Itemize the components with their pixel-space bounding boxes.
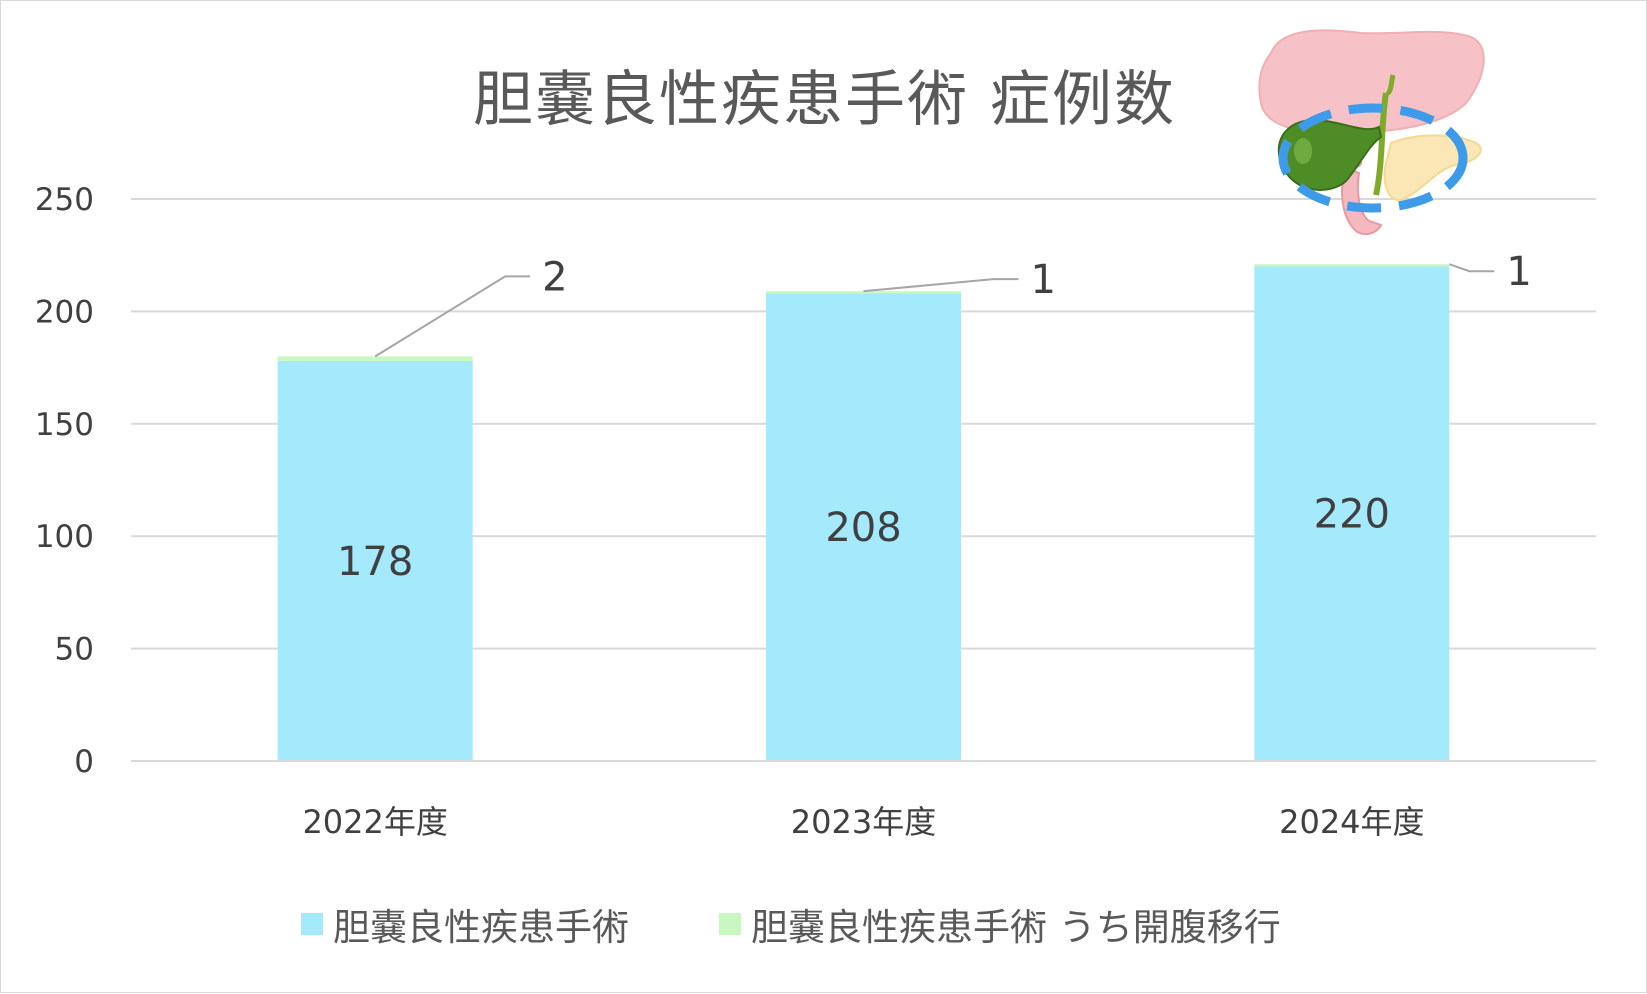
bar-value-label: 208 <box>825 505 901 551</box>
legend: 胆嚢良性疾患手術 胆嚢良性疾患手術 うち開腹移行 <box>301 897 1371 951</box>
x-category-label: 2024年度 <box>1279 803 1424 841</box>
callout-leader-line <box>374 275 531 358</box>
bar-series-2 <box>277 356 473 361</box>
bar-series-1 <box>1254 266 1450 761</box>
legend-item-series-2: 胆嚢良性疾患手術 うち開腹移行 <box>719 897 1281 951</box>
x-category-label: 2023年度 <box>791 803 936 841</box>
x-category-label: 2022年度 <box>302 803 447 841</box>
bar-value-label: 178 <box>337 539 413 585</box>
y-tick-label: 0 <box>74 744 94 780</box>
callout-leader-line <box>863 278 1019 293</box>
y-tick-label: 200 <box>35 294 94 330</box>
legend-item-series-1: 胆嚢良性疾患手術 <box>301 897 629 951</box>
callout-label: 1 <box>1506 249 1531 295</box>
y-tick-label: 50 <box>55 632 94 668</box>
legend-swatch-series-1 <box>301 913 323 935</box>
y-tick-label: 100 <box>35 519 94 555</box>
chart-title: 胆嚢良性疾患手術 症例数 <box>472 65 1177 135</box>
gallbladder-organ-illustration-icon <box>1258 29 1485 236</box>
bar-series-1 <box>277 360 473 761</box>
legend-label-series-1: 胆嚢良性疾患手術 <box>333 906 629 949</box>
legend-label-series-2: 胆嚢良性疾患手術 うち開腹移行 <box>751 906 1281 949</box>
callout-leader-line <box>1449 263 1495 273</box>
bar-series-1 <box>766 293 961 761</box>
y-tick-label: 250 <box>35 182 94 218</box>
callout-label: 1 <box>1031 257 1056 303</box>
bar-value-label: 220 <box>1314 492 1390 538</box>
bar-series-2 <box>1254 264 1450 267</box>
callout-label: 2 <box>542 254 567 300</box>
y-tick-label: 150 <box>35 407 94 443</box>
bar-series-2 <box>766 291 961 294</box>
legend-swatch-series-2 <box>719 913 741 935</box>
